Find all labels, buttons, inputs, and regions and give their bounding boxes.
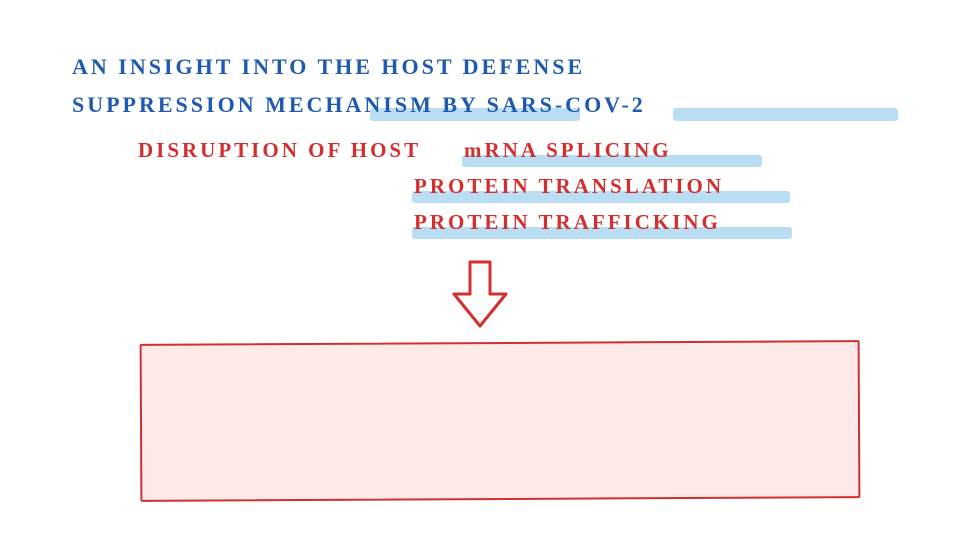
- disruption-item-3: PROTEIN TRAFFICKING: [414, 210, 721, 235]
- down-arrow-icon: [450, 260, 510, 330]
- disruption-item-2: PROTEIN TRANSLATION: [414, 174, 724, 199]
- disruption-item-1: mRNA SPLICING: [464, 138, 672, 163]
- disruption-lead: DISRUPTION OF HOST: [138, 138, 421, 163]
- result-box: [140, 340, 861, 502]
- whiteboard-canvas: AN INSIGHT INTO THE HOST DEFENSE SUPPRES…: [0, 0, 960, 540]
- title-line-2: SUPPRESSION MECHANISM BY SARS-COV-2: [72, 92, 646, 118]
- title-line-1: AN INSIGHT INTO THE HOST DEFENSE: [72, 54, 585, 80]
- highlight-sarscov2: [673, 108, 898, 121]
